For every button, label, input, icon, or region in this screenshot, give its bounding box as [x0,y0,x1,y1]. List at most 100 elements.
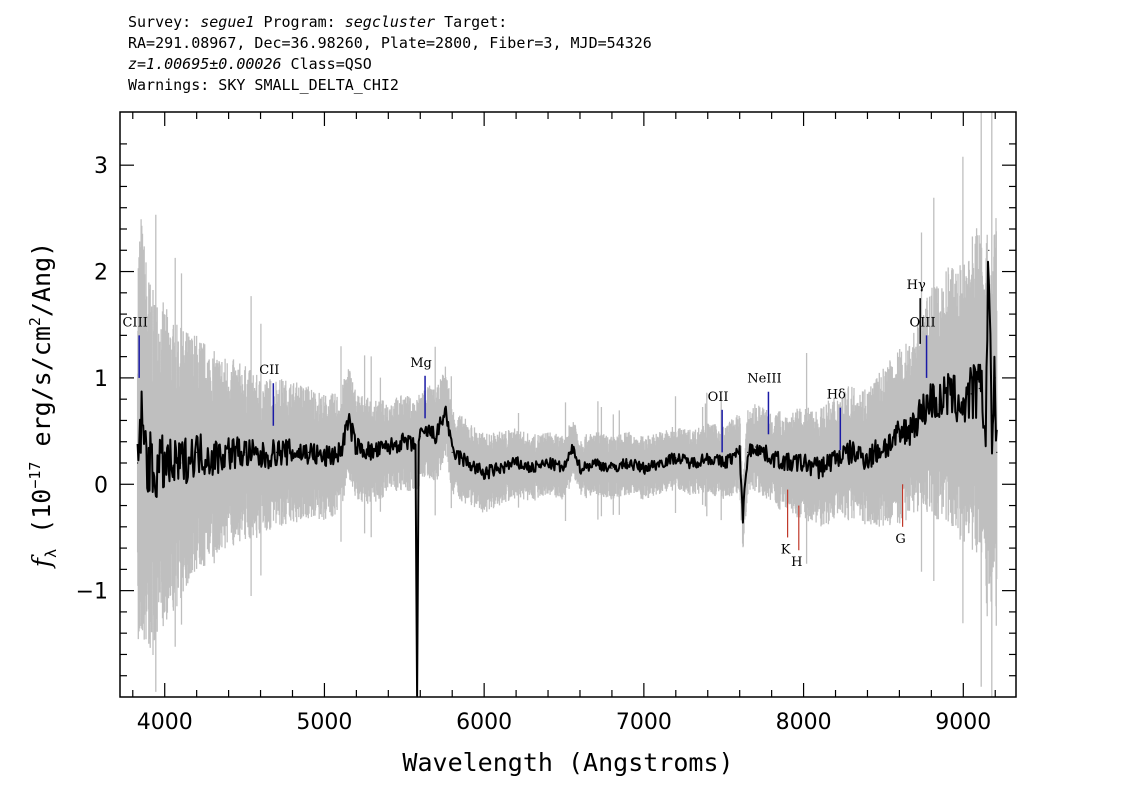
program-label: Program: [254,13,345,31]
flux-point [747,451,749,453]
flux-point [157,467,159,469]
flux-point [898,435,901,437]
x-tick-label: 5000 [296,710,352,735]
flux-point [275,451,278,453]
header-line-coordinates: RA=291.08967, Dec=36.98260, Plate=2800, … [128,34,652,52]
x-axis-label: Wavelength (Angstroms) [402,748,733,777]
y-tick-label: −1 [76,580,108,605]
flux-point [914,419,917,422]
header-line-survey: Survey: segue1 Program: segcluster Targe… [128,12,652,33]
flux-point [850,451,853,453]
y-axis-label: fλ (10−17 erg/s/cm2/Ang) [26,242,60,569]
survey-value: segue1 [200,13,255,31]
flux-layer [136,249,998,698]
flux-point [954,398,956,400]
flux-point [445,409,447,411]
target-label: Target: [435,13,508,31]
flux-point [579,467,581,469]
spectrum-header: Survey: segue1 Program: segcluster Targe… [128,12,652,96]
flux-point [996,451,998,453]
flux-point [994,377,996,379]
y-tick-label: 3 [94,154,108,179]
flux-point [739,451,741,453]
flux-point [563,467,565,469]
flux-point [723,462,725,464]
flux-point [834,457,837,459]
survey-label: Survey: [128,13,201,31]
flux-point [787,462,789,464]
flux-point [188,457,190,459]
y-tick-label: 1 [94,367,108,392]
header-line-warnings: Warnings: SKY SMALL_DELTA_CHI2 [128,76,399,94]
y-tick-label: 0 [94,473,108,498]
flux-point [387,446,389,448]
flux-point [978,387,980,390]
flux-point [427,430,429,432]
flux-point [451,451,453,453]
flux-point [323,457,325,459]
flux-point [946,393,948,395]
flux-point [152,473,155,475]
x-tick-label: 9000 [935,710,991,735]
flux-point [547,462,549,464]
flux-point [414,446,417,448]
emission-label: Hγ [907,278,926,293]
flux-point [212,457,214,459]
emission-label: NeIII [747,372,781,387]
flux-point [483,473,485,475]
flux-point [595,462,597,464]
flux-point [371,451,373,453]
flux-point [515,462,517,464]
redshift-value: z=1.00695±0.00026 [128,55,282,73]
flux-point [755,446,757,448]
line-marker-layer: CIII CII Mg OII NeIII Hδ Hγ OIII KH G [122,278,935,570]
flux-point [988,249,990,251]
emission-label: CII [259,363,279,378]
flux-point [467,462,469,464]
flux-point [882,446,885,448]
flux-point [691,462,693,464]
flux-point [742,515,744,517]
emission-label: Hδ [827,388,846,403]
error-band-layer [136,112,998,697]
emission-label: OIII [910,315,936,330]
flux-point [643,467,645,469]
y-tick-label: 2 [94,261,108,286]
header-line-redshift: z=1.00695±0.00026 Class=QSO [128,54,652,75]
flux-point [137,462,139,464]
tick-layer: 4000 5000 6000 7000 8000 9000 −1 0 1 2 3 [76,112,1016,735]
flux-point [819,467,821,469]
x-tick-label: 7000 [616,710,672,735]
flux-point [291,451,294,453]
flux-point [611,467,613,469]
flux-point [962,403,964,406]
flux-point [355,446,357,448]
flux-point [164,462,166,464]
class-value: Class=QSO [281,55,372,73]
flux-point [148,462,150,464]
flux-point [228,451,230,453]
flux-point [675,457,677,459]
flux-point [143,441,145,443]
flux-point [938,403,940,406]
flux-point [418,441,420,443]
absorption-label: G [895,532,905,547]
flux-point [435,435,437,437]
flux-line [136,260,998,697]
flux-point [140,419,142,422]
emission-label: CIII [122,315,147,330]
flux-point [930,398,933,400]
flux-point [803,462,805,464]
flux-point [970,393,972,395]
flux-point [866,457,869,459]
error-band [136,112,998,697]
flux-point [991,441,993,443]
x-tick-label: 6000 [456,710,512,735]
x-tick-label: 8000 [776,710,832,735]
flux-point [259,457,262,459]
flux-point [985,419,987,422]
absorption-label: K [781,542,791,557]
emission-label: Mg [410,356,432,371]
flux-point [307,451,310,453]
